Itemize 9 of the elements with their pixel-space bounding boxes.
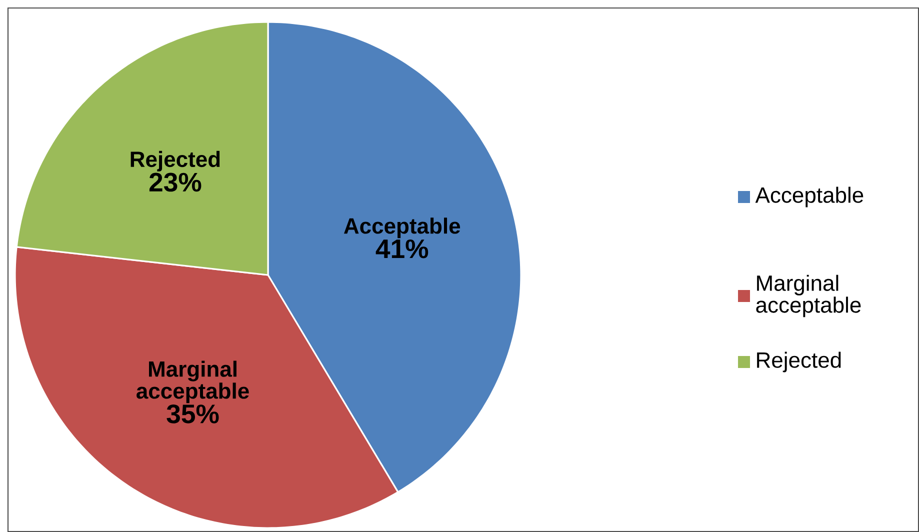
- slice-label: Rejected: [130, 150, 220, 172]
- slice-label: Marginal acceptable: [136, 360, 249, 404]
- legend-label: Acceptable: [755, 186, 864, 208]
- data-label: 35%: [166, 404, 219, 424]
- slice-label: Acceptable: [344, 218, 460, 238]
- data-label: 23%: [149, 172, 202, 192]
- legend-label: Marginal acceptable: [756, 274, 861, 318]
- data-label: 41%: [376, 239, 428, 258]
- legend-label: Rejected: [757, 352, 841, 372]
